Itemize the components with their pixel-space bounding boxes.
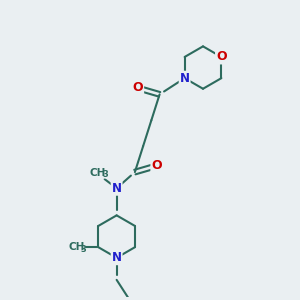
Text: 3: 3: [102, 170, 108, 179]
Text: O: O: [133, 81, 143, 94]
Text: N: N: [112, 182, 122, 195]
Text: CH: CH: [68, 242, 85, 252]
Text: O: O: [216, 50, 227, 64]
Text: CH: CH: [90, 168, 106, 178]
Text: N: N: [180, 72, 190, 85]
Text: N: N: [112, 251, 122, 264]
Text: 3: 3: [81, 245, 86, 254]
Text: O: O: [152, 159, 162, 172]
